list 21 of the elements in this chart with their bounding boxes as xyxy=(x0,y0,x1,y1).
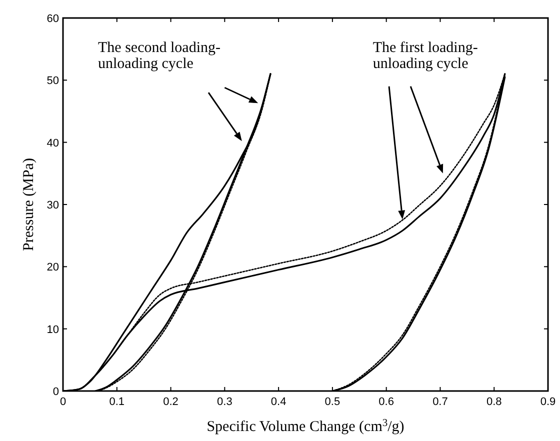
x-tick-label: 0.7 xyxy=(432,396,448,408)
x-tick-label: 0.3 xyxy=(217,396,232,408)
y-tick-label: 40 xyxy=(46,137,59,150)
x-tick-label: 0.2 xyxy=(163,396,178,408)
y-tick-label: 20 xyxy=(46,262,59,274)
y-tick-label: 30 xyxy=(46,200,59,212)
x-axis-title: Specific Volume Change (cm$^{3}$/g) xyxy=(206,418,404,435)
y-tick-label: 10 xyxy=(46,324,59,336)
x-tick-label: 0.9 xyxy=(540,396,556,408)
y-tick-label: 0 xyxy=(52,386,59,398)
x-tick-label: 0.6 xyxy=(378,396,394,408)
y-axis-title: Pressure (MPa) xyxy=(21,158,37,251)
x-tick-label: 0.8 xyxy=(486,396,502,408)
y-tick-label: 60 xyxy=(46,13,59,25)
x-tick-label: 0.1 xyxy=(109,396,125,408)
y-tick-label: 50 xyxy=(46,75,59,88)
annotation: The second loading- unloading cycle xyxy=(98,40,220,72)
annotation: The first loading- unloading cycle xyxy=(372,40,478,72)
x-tick-label: 0.5 xyxy=(324,396,340,408)
x-tick-label: 0.4 xyxy=(270,396,286,408)
x-tick-label: 0 xyxy=(60,396,66,408)
